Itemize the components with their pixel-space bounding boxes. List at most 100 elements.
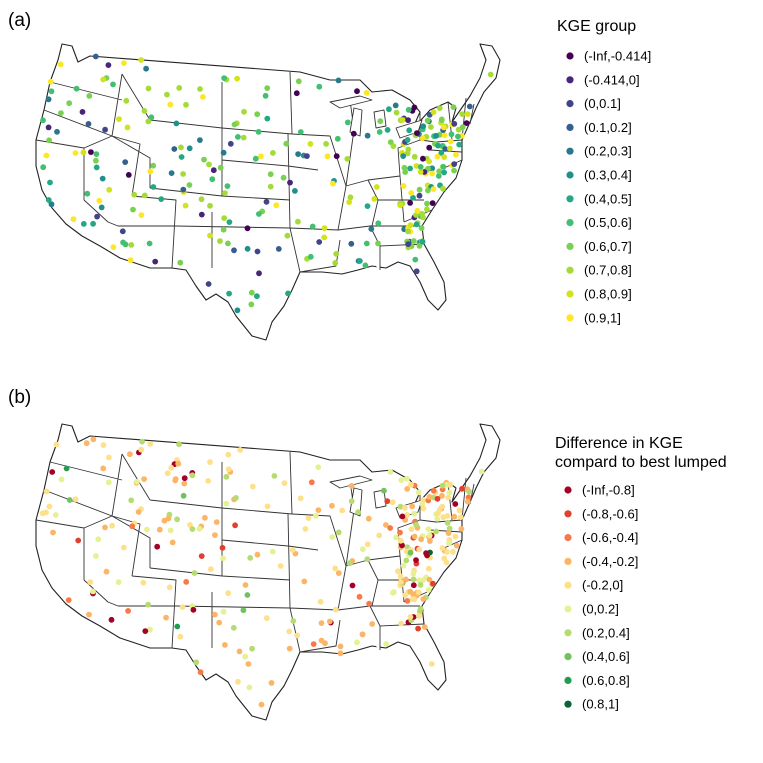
gauge-point — [150, 184, 157, 190]
legend-item-label: (-0.2,0] — [582, 578, 623, 593]
gauge-point — [404, 486, 411, 492]
gauge-point — [225, 590, 232, 597]
legend-item-label: (0.6,0.8] — [582, 673, 630, 688]
gauge-point — [93, 151, 100, 158]
gauge-point — [190, 606, 197, 613]
gauge-point — [348, 498, 355, 505]
gauge-point — [122, 159, 129, 166]
gauge-point — [450, 548, 456, 555]
gauge-point — [441, 154, 448, 161]
gauge-point — [447, 138, 454, 145]
legend-item-label: (-0.6,-0.4] — [582, 530, 638, 545]
gauge-point — [289, 547, 296, 553]
gauge-point — [175, 460, 182, 467]
gauge-point — [349, 582, 356, 589]
gauge-point — [398, 477, 405, 483]
gauge-point — [183, 579, 190, 585]
gauge-point — [304, 153, 310, 160]
gauge-point — [176, 85, 183, 91]
gauge-point — [323, 141, 329, 147]
gauge-point — [205, 478, 212, 484]
gauge-point — [130, 206, 136, 213]
gauge-point — [180, 171, 187, 177]
gauge-point — [198, 553, 205, 559]
gauge-point — [348, 240, 355, 247]
legend-key — [564, 486, 572, 494]
legend-key — [564, 557, 572, 566]
legend-key — [566, 242, 574, 250]
gauge-point — [252, 155, 259, 162]
gauge-point — [339, 507, 346, 514]
gauge-point — [80, 221, 87, 227]
gauge-point — [267, 171, 274, 178]
gauge-point — [182, 202, 189, 209]
gauge-point — [405, 241, 412, 248]
gauge-point — [408, 526, 415, 533]
legend-key — [566, 123, 574, 131]
gauge-point — [427, 538, 433, 544]
gauge-point — [150, 162, 157, 169]
gauge-point — [335, 77, 342, 84]
gauge-point — [360, 546, 366, 553]
gauge-point — [365, 515, 372, 522]
gauge-point — [430, 109, 437, 115]
gauge-point — [208, 566, 214, 572]
gauge-point — [125, 172, 132, 178]
gauge-point — [212, 611, 218, 618]
gauge-point — [226, 219, 233, 226]
gauge-point — [65, 597, 72, 603]
gauge-point — [434, 495, 441, 502]
gauge-point — [446, 525, 453, 532]
gauge-point — [383, 641, 389, 647]
gauge-point — [400, 153, 407, 160]
gauge-point — [441, 169, 447, 176]
gauge-point — [416, 608, 423, 615]
gauge-point — [333, 251, 340, 257]
gauge-point — [466, 488, 473, 495]
gauge-point — [337, 643, 344, 650]
gauge-point — [154, 543, 161, 550]
gauge-point — [455, 133, 461, 140]
gauge-point — [124, 124, 131, 131]
gauge-point — [73, 85, 80, 92]
gauge-point — [86, 93, 93, 99]
legend-item-label: (0.2,0.3] — [584, 144, 632, 159]
gauge-point — [96, 197, 103, 204]
gauge-point — [105, 479, 112, 486]
legend-key — [564, 510, 572, 518]
gauge-point — [121, 60, 127, 66]
gauge-point — [270, 150, 276, 156]
gauge-point — [127, 257, 134, 264]
gauge-point — [225, 240, 231, 247]
gauge-point — [285, 290, 291, 297]
gauge-point — [168, 170, 175, 177]
gauge-point — [411, 153, 418, 160]
gauge-point — [417, 582, 424, 588]
gauge-point — [286, 628, 293, 635]
gauge-point — [438, 150, 445, 156]
gauge-point — [221, 75, 228, 81]
panel-b-legend-title: Difference in KGE compard to best lumped — [555, 435, 727, 471]
gauge-point — [424, 200, 430, 207]
legend-item-label: (-0.414,0] — [584, 72, 640, 87]
gauge-point — [386, 106, 392, 113]
gauge-point — [426, 494, 433, 500]
gauge-point — [405, 117, 411, 124]
legend-item-label: (-0.8,-0.6] — [582, 506, 638, 521]
gauge-point — [227, 140, 234, 147]
gauge-point — [390, 589, 396, 596]
gauge-point — [45, 96, 52, 103]
gauge-point — [100, 442, 107, 448]
gauge-point — [263, 615, 270, 621]
gauge-point — [233, 495, 239, 501]
gauge-point — [456, 507, 463, 514]
gauge-point — [433, 528, 440, 535]
gauge-point — [315, 464, 322, 471]
gauge-point — [135, 509, 142, 515]
gauge-point — [254, 551, 261, 558]
gauge-point — [145, 118, 152, 125]
gauge-point — [435, 142, 441, 149]
gauge-point — [207, 232, 213, 239]
gauge-point — [197, 669, 204, 676]
gauge-point — [80, 149, 87, 156]
